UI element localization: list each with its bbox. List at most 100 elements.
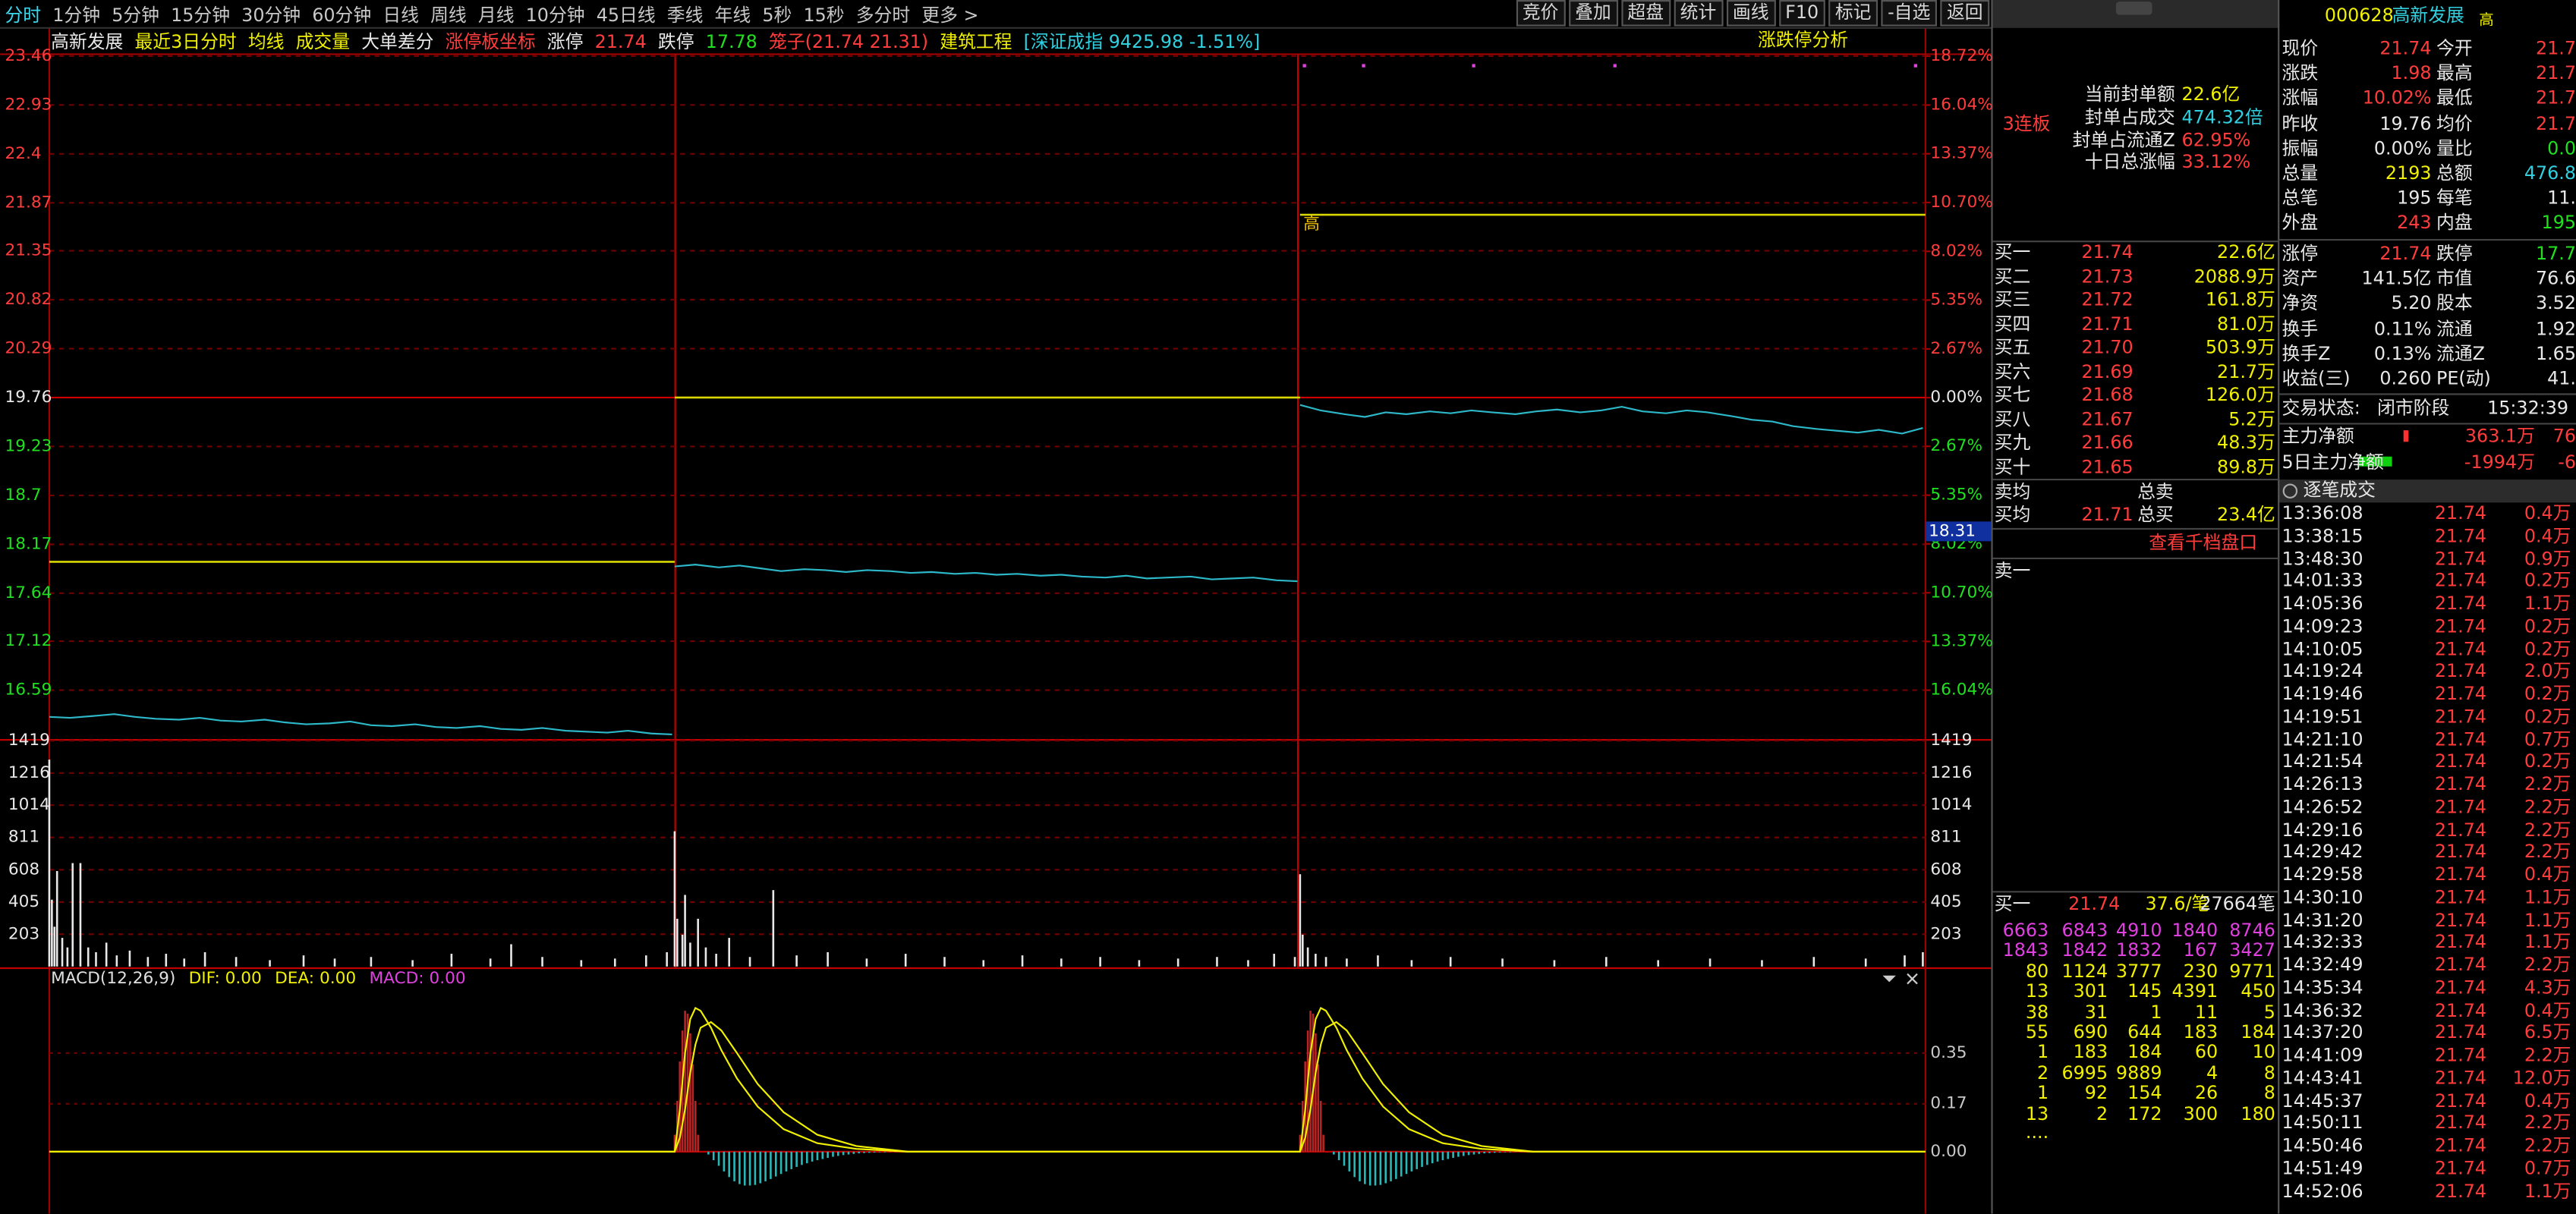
analysis-link[interactable]: 涨跌停分析 [1758, 30, 1848, 52]
bid-volume: 81.0万 [2217, 313, 2275, 336]
header-item[interactable]: 高新发展 [51, 28, 123, 55]
action-button[interactable]: 返回 [1940, 0, 1989, 27]
period-tab[interactable]: 15秒 [803, 1, 844, 27]
volume-bar [1904, 955, 1906, 967]
macd-bar [1400, 1152, 1403, 1177]
macd-bar [1380, 1152, 1382, 1185]
quote-value: 1.98 [2391, 63, 2431, 86]
period-tab[interactable]: 更多 > [921, 1, 978, 27]
period-tab[interactable]: 1分钟 [52, 1, 100, 27]
trade-price: 21.74 [2435, 819, 2486, 841]
y-tick-label: 18.17 [5, 534, 52, 553]
header-item[interactable]: 最近3日分时 [134, 28, 236, 55]
volume-bar [490, 958, 492, 966]
y2-tick-label: 2.67% [1930, 339, 1982, 358]
y2-tick-label: 203 [1930, 924, 1961, 943]
queue-cell: 9771 [2229, 961, 2275, 983]
y2-tick-label: 1014 [1930, 795, 1972, 814]
header-item[interactable]: 涨停 [547, 28, 584, 55]
streak-label: 3连板 [2003, 113, 2051, 136]
trade-volume: 2.2万 [2524, 841, 2571, 864]
header-item[interactable]: 21.74 [595, 30, 647, 52]
volume-bar [1302, 935, 1304, 967]
quote-label: 外盘 [2282, 212, 2319, 235]
high-label: 高 [1303, 215, 1320, 234]
trade-volume: 1.1万 [2524, 886, 2571, 909]
queue-cell: 154 [2127, 1083, 2162, 1105]
y2-tick-label: 0.35 [1930, 1043, 1967, 1062]
macd-bar [832, 1152, 834, 1157]
action-button[interactable]: 超盘 [1621, 0, 1671, 27]
macd-bar [1452, 1152, 1454, 1158]
queue-cell: 450 [2241, 981, 2275, 1004]
period-tab[interactable]: 45日线 [597, 1, 656, 27]
header-item[interactable]: 涨停板坐标 [446, 28, 536, 55]
bid-avg: 买均 [1995, 505, 2031, 527]
header-item[interactable]: 大单差分 [361, 28, 433, 55]
bid-price: 21.73 [2081, 266, 2133, 288]
period-tab[interactable]: 日线 [383, 1, 419, 27]
action-button[interactable]: 统计 [1674, 0, 1723, 27]
y2-tick-label: 1419 [1930, 731, 1972, 750]
header-item[interactable]: 成交量 [296, 28, 350, 55]
period-tab[interactable]: 10分钟 [526, 1, 585, 27]
flow-label: 主力净额 [2282, 426, 2354, 448]
queue-cell: 11 [2195, 1001, 2218, 1024]
header-item[interactable]: [深证成指 9425.98 -1.51%] [1024, 28, 1261, 55]
period-tab[interactable]: 周线 [430, 1, 467, 27]
bid-volume: 5.2万 [2228, 409, 2275, 432]
trade-price: 21.74 [2435, 751, 2486, 774]
trade-volume: 2.2万 [2524, 1135, 2571, 1158]
action-button[interactable]: 竞价 [1516, 0, 1565, 27]
action-button[interactable]: 画线 [1726, 0, 1775, 27]
trade-time: 14:19:24 [2282, 661, 2363, 684]
action-button[interactable]: 标记 [1828, 0, 1878, 27]
period-tab[interactable]: 30分钟 [241, 1, 301, 27]
header-item[interactable]: 建筑工程 [940, 28, 1012, 55]
queue-cell: 31 [2085, 1001, 2108, 1024]
period-tab[interactable]: 5秒 [762, 1, 792, 27]
period-tab[interactable]: 15分钟 [171, 1, 230, 27]
action-button[interactable]: F10 [1779, 0, 1825, 27]
period-tab[interactable]: 月线 [478, 1, 515, 27]
quote-label: 资产 [2282, 268, 2319, 291]
queue-cell: 13 [2026, 981, 2049, 1004]
action-button[interactable]: -自选 [1881, 0, 1937, 27]
trade-price: 21.74 [2435, 1135, 2486, 1158]
period-tab[interactable]: 60分钟 [312, 1, 371, 27]
volume-bar [773, 890, 775, 967]
period-tab[interactable]: 多分时 [856, 1, 910, 27]
y2-tick-label: 0.00% [1930, 388, 1982, 407]
volume-bar [49, 760, 51, 967]
quote-label: 总额 [2436, 162, 2473, 185]
quote-value: 2193 [2385, 162, 2432, 185]
bid-price: 21.69 [2081, 361, 2133, 384]
header-item[interactable]: 笼子(21.74 21.31) [769, 28, 928, 55]
period-tab[interactable]: 年线 [715, 1, 751, 27]
header-item[interactable]: 均线 [248, 28, 285, 55]
header-item[interactable]: 跌停 [658, 28, 694, 55]
macd-bar [1478, 1152, 1480, 1154]
bid-label: 买五 [1995, 337, 2031, 360]
depth-link[interactable]: 查看千档盘口 [2149, 532, 2257, 555]
period-tab[interactable]: 季线 [667, 1, 704, 27]
action-button[interactable]: 叠加 [1568, 0, 1617, 27]
macd-bar [1322, 1135, 1324, 1152]
quote-label: 昨收 [2282, 112, 2319, 135]
trade-volume: 0.2万 [2524, 571, 2571, 593]
queue-cell: 1843 [2003, 940, 2049, 963]
quote-label: 振幅 [2282, 137, 2319, 160]
trade-price: 21.74 [2435, 977, 2486, 999]
trade-price: 21.74 [2435, 1157, 2486, 1180]
header-item[interactable]: 17.78 [706, 30, 757, 52]
macd-bar [884, 1152, 886, 1153]
trade-time: 14:36:32 [2282, 999, 2363, 1022]
volume-bar [1247, 960, 1249, 966]
period-tab[interactable]: 分时 [5, 1, 41, 27]
queue-cell: 183 [2074, 1042, 2108, 1065]
trade-volume: 1.1万 [2524, 593, 2571, 615]
trade-price: 21.74 [2435, 841, 2486, 864]
period-tab[interactable]: 5分钟 [112, 1, 159, 27]
